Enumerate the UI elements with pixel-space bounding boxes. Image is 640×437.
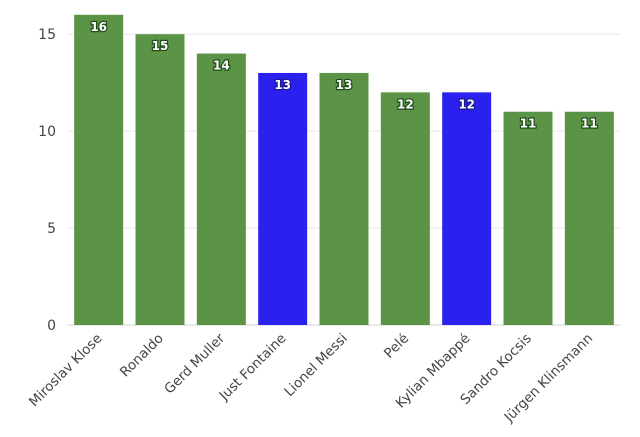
bar <box>74 14 124 326</box>
data-label: 13 <box>274 78 291 92</box>
bar <box>564 111 614 325</box>
bar <box>258 72 308 325</box>
bar <box>503 111 553 325</box>
bar <box>196 53 246 326</box>
x-tick-label: Ronaldo <box>117 331 167 381</box>
x-tick-label: Pelé <box>381 331 412 362</box>
bar <box>380 92 430 325</box>
bar <box>135 34 185 325</box>
y-tick-label: 5 <box>47 221 56 237</box>
data-label: 14 <box>213 59 230 73</box>
bar <box>442 92 492 325</box>
data-labels: 16 15 14 13 13 12 12 11 11 <box>89 19 599 132</box>
x-tick-label: Lionel Messi <box>281 331 350 400</box>
data-label: 11 <box>581 117 598 131</box>
y-axis-ticks: 0 5 10 15 <box>38 27 56 334</box>
data-label: 15 <box>152 39 169 53</box>
data-label: 16 <box>90 20 107 34</box>
bar <box>319 72 369 325</box>
x-tick-label: Gerd Muller <box>161 330 228 397</box>
data-label: 11 <box>520 117 537 131</box>
data-label: 12 <box>397 97 414 111</box>
bars <box>74 14 614 326</box>
y-tick-label: 0 <box>47 318 56 334</box>
y-tick-label: 15 <box>38 27 56 43</box>
y-tick-label: 10 <box>38 124 56 140</box>
data-label: 12 <box>458 97 475 111</box>
data-label: 13 <box>336 78 353 92</box>
x-tick-label: Miroslav Klose <box>26 331 106 411</box>
